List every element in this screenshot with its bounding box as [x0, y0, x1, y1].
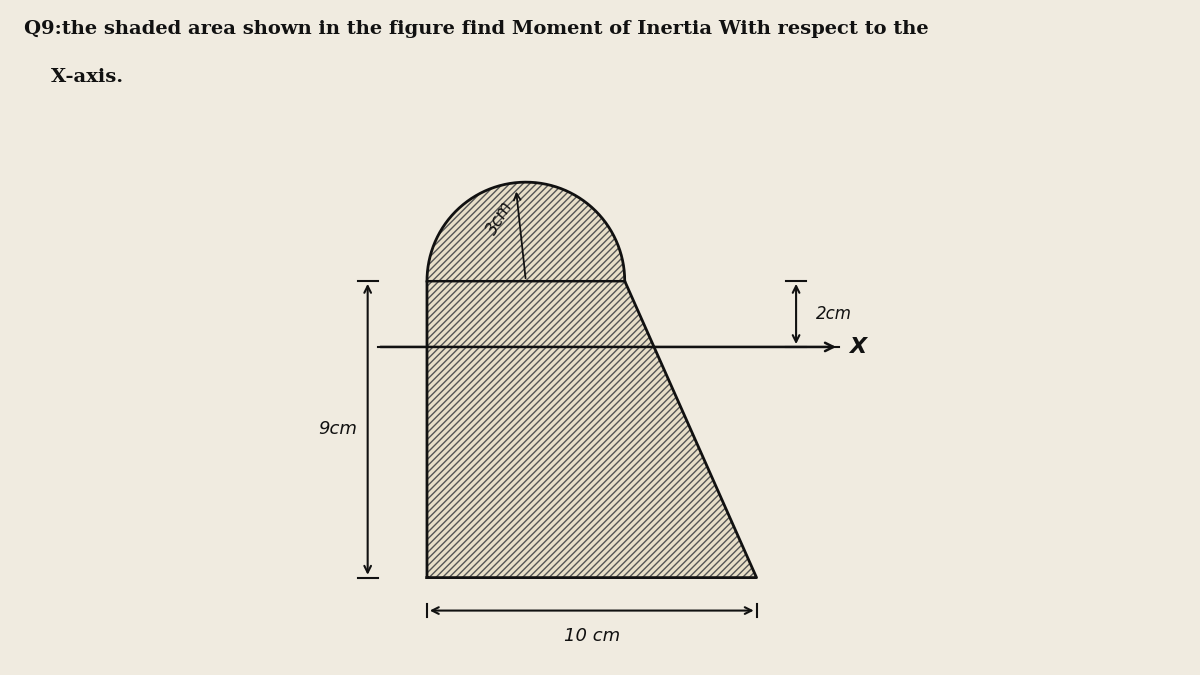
Text: 9cm: 9cm [318, 421, 358, 438]
Text: 3cm: 3cm [482, 198, 516, 238]
Text: X: X [848, 337, 866, 357]
Polygon shape [427, 281, 756, 578]
Text: Q9:the shaded area shown in the figure find Moment of Inertia With respect to th: Q9:the shaded area shown in the figure f… [24, 20, 929, 38]
Polygon shape [427, 182, 625, 281]
Text: X-axis.: X-axis. [24, 68, 124, 86]
Text: 10 cm: 10 cm [564, 627, 620, 645]
Text: 2cm: 2cm [816, 305, 852, 323]
